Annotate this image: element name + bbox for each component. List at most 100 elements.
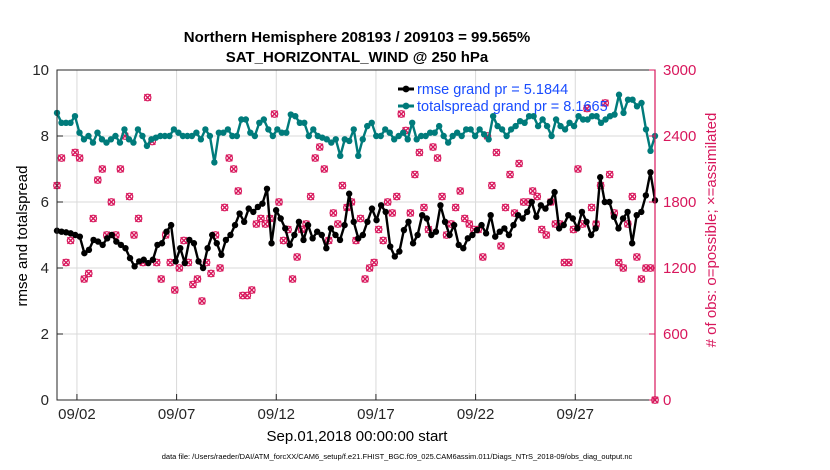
totalspread-point — [206, 132, 214, 140]
rmse-point — [268, 240, 275, 247]
obs-possible-point — [98, 165, 107, 173]
obs-assimilated-point — [62, 258, 70, 267]
totalspread-point — [305, 132, 312, 140]
rmse-point — [437, 202, 444, 209]
obs-assimilated-point — [420, 203, 428, 212]
totalspread-point — [67, 119, 74, 127]
rmse-point — [610, 213, 618, 221]
totalspread-point — [220, 129, 227, 136]
obs-possible-point — [542, 231, 551, 239]
obs-assimilated-point — [288, 275, 297, 283]
obs-assimilated-point — [388, 209, 396, 217]
rmse-point — [587, 231, 595, 239]
obs-assimilated-point — [329, 209, 338, 217]
totalspread-point — [400, 129, 407, 136]
rmse-point — [140, 256, 147, 263]
totalspread-point — [480, 131, 488, 138]
obs-assimilated-point — [574, 165, 582, 173]
totalspread-point — [247, 129, 254, 136]
obs-assimilated-point — [374, 225, 383, 234]
totalspread-point — [359, 136, 366, 143]
totalspread-point — [94, 129, 101, 136]
obs-possible-point — [519, 198, 528, 206]
rmse-point — [177, 245, 184, 252]
rmse-point — [122, 245, 129, 252]
obs-assimilated-point — [479, 253, 487, 261]
obs-assimilated-point — [406, 209, 415, 217]
obs-assimilated-point — [533, 192, 541, 201]
rmse-point — [332, 231, 339, 239]
obs-possible-point — [574, 165, 582, 173]
rmse-point — [523, 208, 531, 216]
obs-possible-point — [433, 154, 442, 162]
obs-possible-point — [256, 214, 265, 223]
obs-possible-point — [451, 203, 460, 212]
totalspread-point — [251, 132, 259, 140]
obs-assimilated-point — [220, 203, 229, 212]
obs-assimilated-point — [166, 258, 174, 267]
obs-assimilated-point — [107, 198, 116, 206]
obs-assimilated-point — [134, 214, 143, 223]
rmse-point — [209, 231, 216, 239]
rmse-point — [546, 198, 554, 206]
obs-possible-point — [397, 110, 406, 118]
totalspread-point — [274, 126, 281, 133]
rmse-point — [245, 205, 252, 212]
obs-assimilated-point — [293, 253, 301, 261]
totalspread-point — [552, 116, 560, 123]
obs-possible-point — [193, 275, 202, 283]
obs-possible-point — [311, 154, 320, 162]
y-tick-label-right: 1200 — [663, 260, 696, 277]
obs-possible-point — [497, 242, 505, 250]
obs-assimilated-point — [311, 154, 319, 162]
totalspread-point — [125, 136, 133, 143]
obs-possible-point — [84, 269, 93, 278]
x-tick-label: 09/17 — [357, 406, 395, 423]
obs-assimilated-point — [338, 181, 347, 190]
rmse-point — [190, 240, 198, 247]
obs-possible-point — [515, 159, 523, 168]
totalspread-point — [485, 136, 492, 143]
rmse-point — [569, 215, 577, 222]
obs-possible-point — [488, 181, 496, 190]
obs-assimilated-point — [606, 170, 614, 179]
x-tick-label: 09/12 — [257, 406, 295, 423]
y-tick-label-right: 2400 — [663, 128, 696, 145]
obs-possible-point — [234, 187, 243, 195]
totalspread-point — [98, 136, 106, 143]
obs-assimilated-point — [229, 165, 238, 173]
obs-possible-point — [406, 209, 415, 217]
obs-assimilated-point — [270, 110, 279, 118]
obs-possible-point — [361, 275, 369, 283]
obs-possible-point — [261, 220, 270, 228]
rmse-point — [309, 235, 316, 242]
obs-assimilated-point — [397, 110, 405, 118]
y-tick-label-right: 3000 — [663, 62, 696, 79]
obs-possible-point — [243, 291, 252, 300]
totalspread-point — [112, 132, 119, 140]
rmse-point — [387, 243, 394, 250]
obs-possible-point — [528, 187, 537, 195]
rmse-point — [505, 231, 513, 239]
rmse-point — [364, 218, 371, 225]
totalspread-point — [233, 132, 241, 140]
totalspread-point — [525, 113, 533, 120]
totalspread-point — [386, 129, 393, 136]
totalspread-point — [395, 132, 402, 140]
rmse-point — [204, 245, 211, 252]
legend-rmse-label: rmse grand pr = 5.1844 — [417, 82, 568, 98]
obs-assimilated-point — [193, 275, 202, 283]
rmse-point — [313, 228, 321, 235]
obs-possible-point — [537, 225, 546, 234]
obs-possible-point — [587, 203, 596, 212]
obs-assimilated-point — [307, 192, 315, 201]
obs-assimilated-point — [633, 253, 641, 261]
totalspread-point — [404, 136, 411, 143]
legend-spread-label: totalspread grand pr = 8.1665 — [417, 99, 608, 115]
obs-possible-point — [143, 93, 152, 102]
obs-assimilated-point — [275, 198, 283, 206]
obs-possible-point — [460, 214, 469, 223]
obs-possible-point — [320, 165, 329, 173]
rmse-point — [578, 208, 586, 216]
obs-possible-point — [189, 280, 197, 289]
